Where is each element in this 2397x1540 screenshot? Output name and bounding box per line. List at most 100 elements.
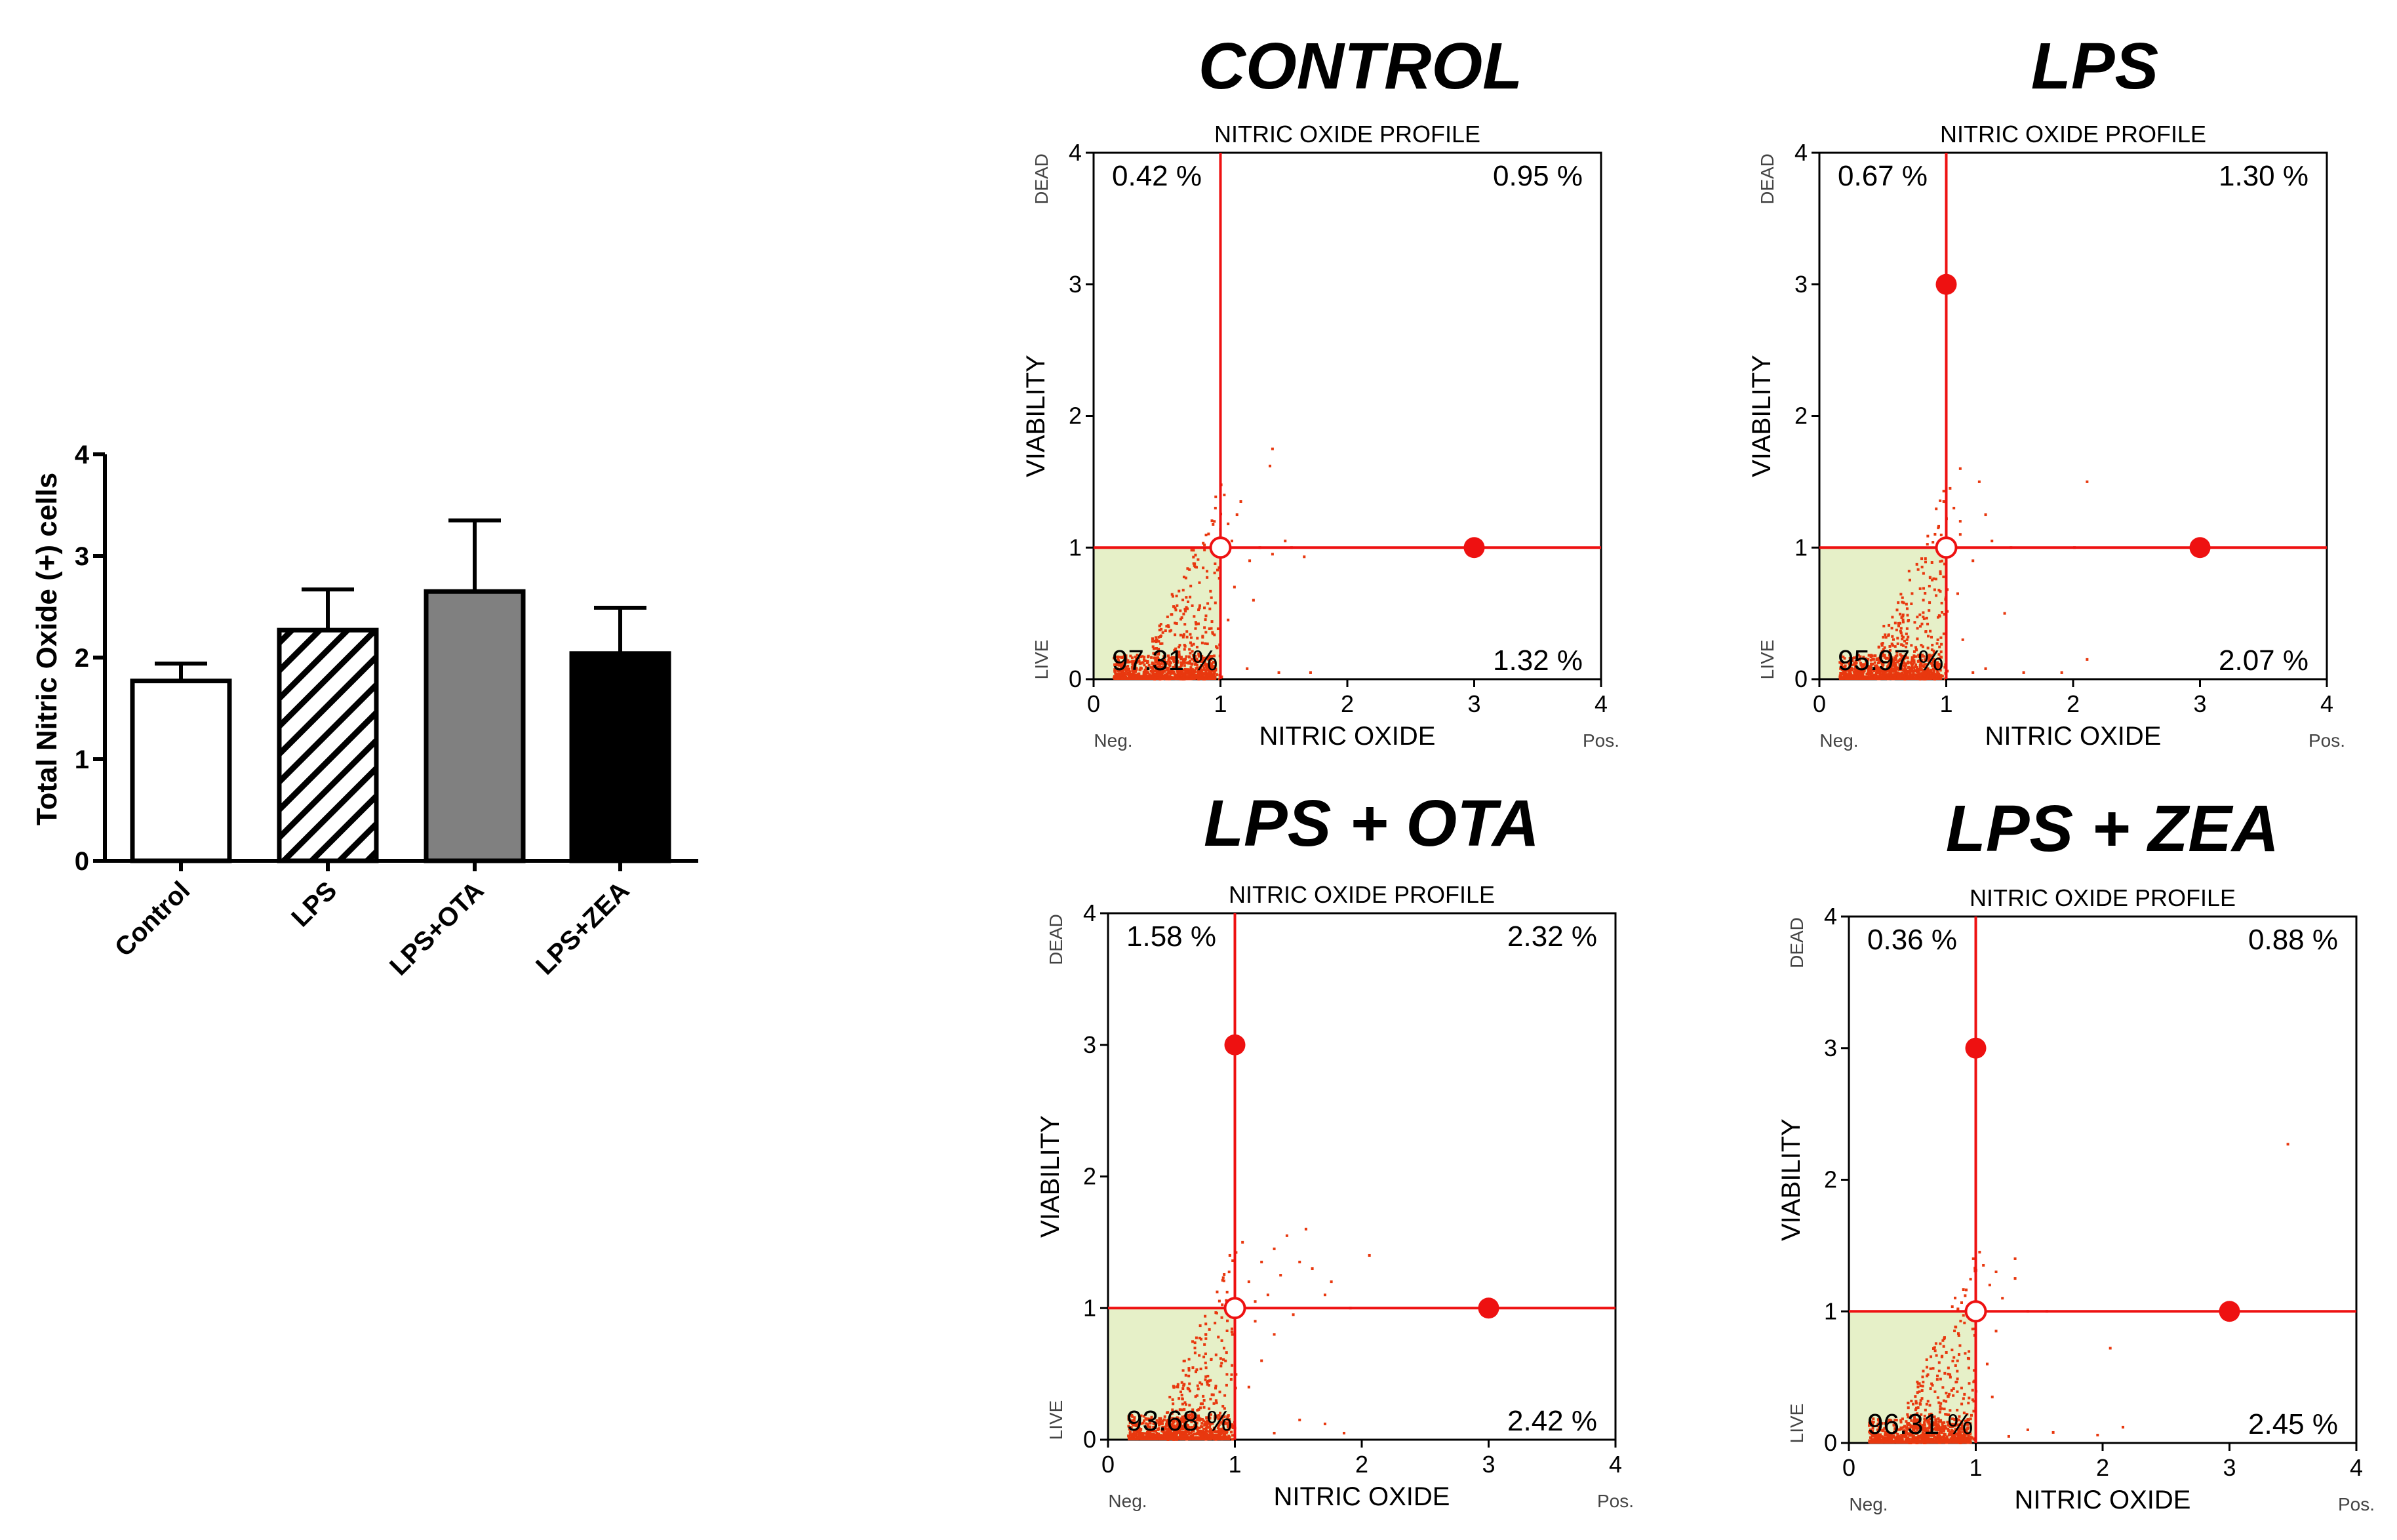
scatter-point xyxy=(1121,677,1124,680)
scatter-point xyxy=(2061,671,2063,674)
scatter-point xyxy=(1194,1352,1197,1354)
x-axis-label: NITRIC OXIDE xyxy=(1259,722,1436,751)
scatter-point xyxy=(1228,1271,1231,1273)
scatter-point xyxy=(1936,1375,1939,1377)
y-end-label-live: LIVE xyxy=(1757,640,1777,680)
scatter-point xyxy=(1218,1391,1221,1393)
scatter-point xyxy=(1916,616,1918,618)
scatter-point xyxy=(1223,1394,1226,1397)
scatter-point xyxy=(1202,566,1204,569)
scatter-point xyxy=(1970,1441,1972,1444)
gate-handle-open xyxy=(1937,538,1956,557)
scatter-point xyxy=(1922,599,1925,601)
scatter-point xyxy=(1224,1360,1227,1362)
scatter-point xyxy=(1198,1354,1200,1356)
scatter-point xyxy=(1303,555,1305,558)
scatter-point xyxy=(1211,519,1214,522)
scatter-point xyxy=(1877,677,1880,680)
scatter-point xyxy=(1188,1383,1191,1385)
scatter-point xyxy=(1843,677,1846,680)
scatter-point xyxy=(1939,570,1941,573)
x-tick-label: 1 xyxy=(1214,690,1227,717)
scatter-point xyxy=(1912,1403,1914,1406)
scatter-point xyxy=(1952,1356,1955,1359)
scatter-point xyxy=(1943,490,1945,492)
scatter-point xyxy=(1949,1376,1952,1379)
bar-ytick-label: 1 xyxy=(75,745,89,774)
scatter-point xyxy=(1968,1367,1970,1370)
scatter-point xyxy=(1252,599,1255,602)
y-tick-label: 0 xyxy=(1069,665,1082,692)
quadrant-label-lower-right: 2.07 % xyxy=(2219,644,2308,677)
scatter-point xyxy=(1368,1254,1371,1257)
scatter-point xyxy=(1203,549,1206,551)
scatter-point xyxy=(1924,592,1926,595)
scatter-point xyxy=(1214,496,1217,498)
quadrant-label-lower-right: 2.42 % xyxy=(1507,1405,1597,1437)
scatter-point xyxy=(1174,633,1176,636)
scatter-point xyxy=(1248,1386,1250,1389)
x-tick-label: 1 xyxy=(1969,1454,1982,1481)
scatter-point xyxy=(1220,1362,1223,1364)
scatter-point xyxy=(1910,676,1912,679)
scatter-point xyxy=(1189,585,1192,587)
scatter-point xyxy=(2014,1277,2017,1280)
scatter-point xyxy=(1182,1385,1185,1387)
scatter-point xyxy=(1211,677,1214,679)
scatter-point xyxy=(1219,1357,1222,1360)
panel-title: LPS + ZEA xyxy=(1946,792,2279,865)
scatter-point xyxy=(1202,1356,1205,1358)
scatter-point xyxy=(1195,566,1198,568)
scatter-point xyxy=(1956,1370,1958,1373)
scatter-point xyxy=(1894,622,1897,624)
scatter-point xyxy=(1919,1402,1922,1405)
scatter-point xyxy=(1910,1400,1912,1402)
scatter-point xyxy=(1216,1312,1218,1314)
scatter-point xyxy=(1926,1403,1928,1406)
scatter-point xyxy=(1995,1330,1998,1332)
scatter-point xyxy=(1916,1386,1919,1389)
scatter-point xyxy=(1212,523,1214,526)
y-tick-label: 2 xyxy=(1069,403,1082,429)
scatter-point xyxy=(1211,620,1214,623)
scatter-point xyxy=(1940,1440,1943,1442)
scatter-point xyxy=(1902,619,1905,622)
bar-category-label: LPS+ZEA xyxy=(530,876,635,980)
quadrant-label-upper-right: 2.32 % xyxy=(1507,920,1597,953)
scatter-point xyxy=(2052,1431,2055,1434)
scatter-point xyxy=(1225,1384,1228,1387)
scatter-point xyxy=(1949,487,1951,490)
scatter-point xyxy=(1919,587,1922,590)
scatter-point xyxy=(1922,678,1925,681)
scatter-point xyxy=(1216,569,1219,572)
scatter-point xyxy=(1964,1294,1966,1297)
scatter-point xyxy=(1957,1332,1960,1335)
scatter-point xyxy=(1231,1364,1233,1367)
scatter-point xyxy=(1197,1387,1200,1390)
scatter-point xyxy=(1928,585,1931,587)
scatter-point xyxy=(1176,604,1178,607)
scatter-point xyxy=(1200,1338,1202,1341)
scatter-point xyxy=(1995,1271,1998,1273)
scatter-point xyxy=(1968,1350,1970,1352)
scatter-point xyxy=(1930,636,1933,639)
x-end-label-neg: Neg. xyxy=(1094,730,1132,751)
scatter-point xyxy=(1922,587,1925,589)
scatter-point xyxy=(1922,1370,1924,1372)
scatter-point xyxy=(1897,625,1900,627)
scatter-point xyxy=(1273,1432,1276,1434)
scatter-point xyxy=(1181,599,1184,601)
scatter-point xyxy=(1178,590,1180,593)
scatter-point xyxy=(1221,1303,1223,1306)
scatter-point xyxy=(1189,633,1191,636)
gate-handle-filled xyxy=(1478,1297,1499,1318)
scatter-point xyxy=(1167,625,1170,628)
scatter-point xyxy=(1204,1362,1207,1364)
scatter-point xyxy=(1271,448,1274,450)
scatter-point xyxy=(1845,677,1848,680)
scatter-point xyxy=(1209,1398,1212,1400)
scatter-point xyxy=(1884,633,1886,636)
scatter-point xyxy=(1933,1391,1936,1393)
